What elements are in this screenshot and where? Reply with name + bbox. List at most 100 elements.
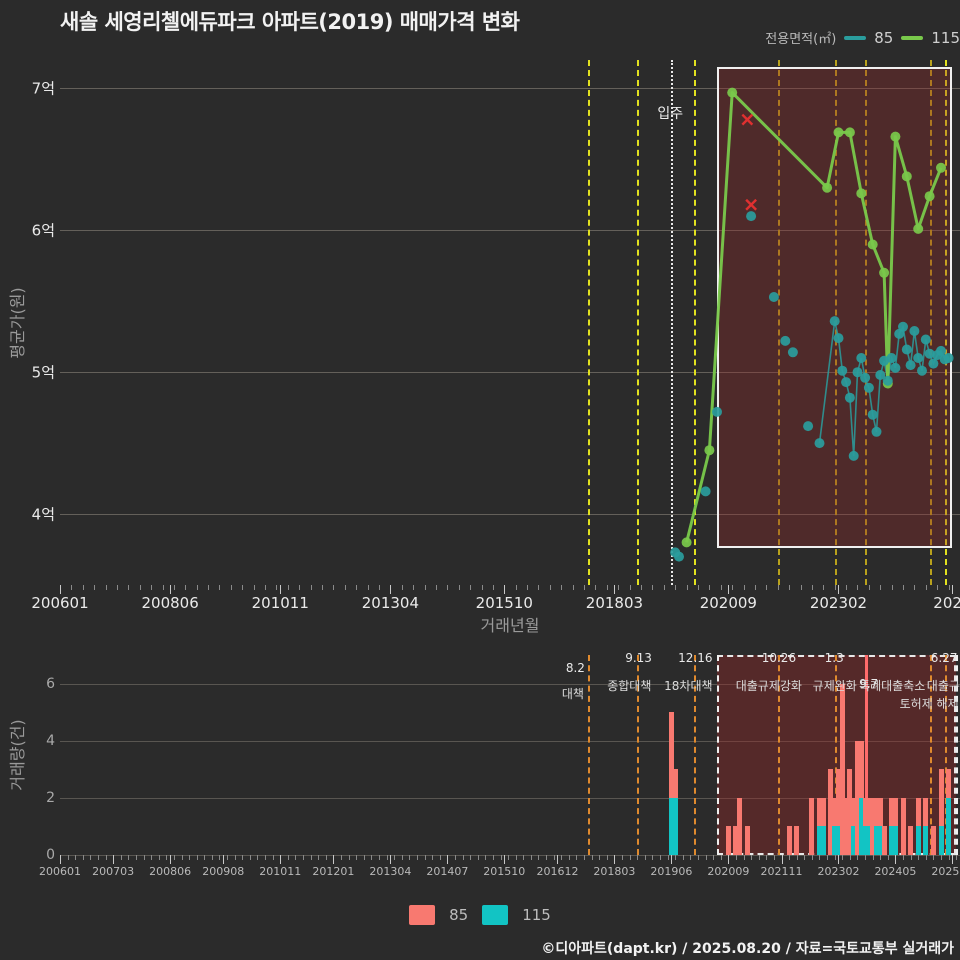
volume-bar-85[interactable]	[820, 797, 826, 827]
price-point-115[interactable]	[924, 191, 935, 202]
price-point-115[interactable]	[913, 223, 924, 234]
volume-bar-85[interactable]	[889, 797, 895, 827]
volume-bar-85[interactable]	[866, 797, 872, 827]
price-point-85[interactable]	[905, 360, 916, 371]
volume-bar-115[interactable]	[866, 826, 872, 855]
price-point-85[interactable]	[909, 326, 920, 336]
volume-bar-115[interactable]	[858, 797, 864, 855]
price-point-115[interactable]	[890, 131, 901, 142]
volume-bar-85[interactable]	[873, 797, 879, 827]
volume-bar-115[interactable]	[892, 826, 898, 855]
volume-bar-85[interactable]	[847, 769, 853, 855]
volume-bar-85[interactable]	[923, 797, 929, 827]
volume-bar-115[interactable]	[923, 826, 929, 855]
price-point-85[interactable]	[928, 358, 939, 369]
price-point-85[interactable]	[943, 353, 954, 363]
price-point-85[interactable]	[924, 348, 935, 359]
volume-bar-85[interactable]	[858, 740, 864, 798]
price-point-85[interactable]	[920, 334, 931, 345]
price-point-85[interactable]	[852, 367, 863, 378]
volume-bar-85[interactable]	[809, 797, 815, 855]
legend-bottom-item-115[interactable]: 115	[522, 906, 551, 924]
volume-bar-85[interactable]	[930, 826, 936, 855]
cancelled-trade-marker[interactable]	[741, 113, 754, 126]
price-point-85[interactable]	[787, 347, 798, 358]
price-point-115[interactable]	[704, 445, 715, 456]
price-point-85[interactable]	[856, 353, 867, 363]
price-point-85[interactable]	[936, 345, 946, 356]
price-point-85[interactable]	[898, 321, 908, 332]
volume-bar-115[interactable]	[668, 797, 674, 855]
price-point-85[interactable]	[879, 355, 890, 366]
volume-bar-115[interactable]	[816, 826, 822, 855]
volume-bar-85[interactable]	[946, 769, 952, 798]
volume-bar-85[interactable]	[938, 769, 944, 827]
price-point-115[interactable]	[879, 267, 890, 278]
volume-bar-85[interactable]	[881, 826, 887, 855]
price-point-85[interactable]	[844, 392, 855, 403]
volume-bar-85[interactable]	[668, 712, 674, 798]
volume-bar-85[interactable]	[794, 826, 800, 855]
volume-bar-85[interactable]	[877, 797, 883, 827]
volume-bar-85[interactable]	[851, 797, 857, 827]
price-point-85[interactable]	[841, 377, 852, 388]
price-point-115[interactable]	[727, 87, 738, 98]
price-point-85[interactable]	[780, 335, 791, 346]
volume-bar-115[interactable]	[862, 826, 868, 855]
volume-bar-115[interactable]	[851, 826, 857, 855]
price-point-85[interactable]	[814, 438, 825, 449]
price-point-115[interactable]	[936, 162, 946, 173]
price-point-85[interactable]	[848, 450, 859, 461]
price-point-85[interactable]	[712, 406, 722, 417]
volume-bar-85[interactable]	[672, 769, 678, 798]
price-point-115[interactable]	[901, 171, 912, 182]
price-point-115[interactable]	[833, 127, 844, 138]
price-point-85[interactable]	[863, 382, 874, 393]
price-point-85[interactable]	[901, 344, 912, 355]
volume-bar-85[interactable]	[915, 797, 921, 827]
price-point-85[interactable]	[803, 421, 814, 432]
volume-bar-85[interactable]	[786, 826, 792, 855]
volume-bar-85[interactable]	[839, 683, 845, 855]
volume-bar-85[interactable]	[854, 740, 860, 855]
legend-top-item-115[interactable]: 115	[931, 28, 960, 47]
legend-top-item-85[interactable]: 85	[874, 28, 894, 47]
volume-bar-85[interactable]	[744, 826, 750, 855]
volume-bar-115[interactable]	[820, 826, 826, 855]
volume-bar-85[interactable]	[835, 769, 841, 827]
price-point-115[interactable]	[844, 127, 855, 138]
price-point-85[interactable]	[867, 409, 878, 420]
volume-bar-85[interactable]	[725, 826, 731, 855]
volume-bar-85[interactable]	[733, 826, 739, 855]
price-point-85[interactable]	[746, 211, 757, 222]
price-point-85[interactable]	[837, 365, 848, 376]
price-point-85[interactable]	[833, 333, 844, 344]
volume-bar-115[interactable]	[873, 826, 879, 855]
volume-bar-115[interactable]	[835, 826, 841, 855]
volume-bar-85[interactable]	[816, 797, 822, 827]
volume-bar-115[interactable]	[946, 797, 952, 855]
cancelled-trade-marker[interactable]	[745, 198, 757, 211]
price-point-85[interactable]	[886, 353, 897, 363]
price-point-85[interactable]	[871, 426, 882, 437]
price-point-115[interactable]	[681, 537, 692, 548]
volume-bar-85[interactable]	[832, 797, 838, 827]
price-point-85[interactable]	[700, 486, 711, 497]
price-point-85[interactable]	[913, 353, 924, 363]
volume-bar-85[interactable]	[908, 826, 914, 855]
legend-bottom-item-85[interactable]: 85	[449, 906, 469, 924]
price-point-85[interactable]	[860, 372, 871, 383]
price-point-85[interactable]	[875, 370, 886, 380]
volume-bar-85[interactable]	[870, 797, 876, 855]
price-point-115[interactable]	[856, 188, 867, 199]
volume-bar-85[interactable]	[862, 797, 868, 827]
volume-bar-85[interactable]	[892, 797, 898, 827]
volume-bar-115[interactable]	[877, 826, 883, 855]
price-point-85[interactable]	[917, 365, 927, 376]
volume-bar-85[interactable]	[843, 797, 849, 855]
price-point-115[interactable]	[867, 239, 878, 250]
price-point-85[interactable]	[890, 362, 901, 373]
volume-bar-115[interactable]	[889, 826, 895, 855]
volume-bar-115[interactable]	[938, 826, 944, 855]
price-point-85[interactable]	[882, 375, 893, 386]
